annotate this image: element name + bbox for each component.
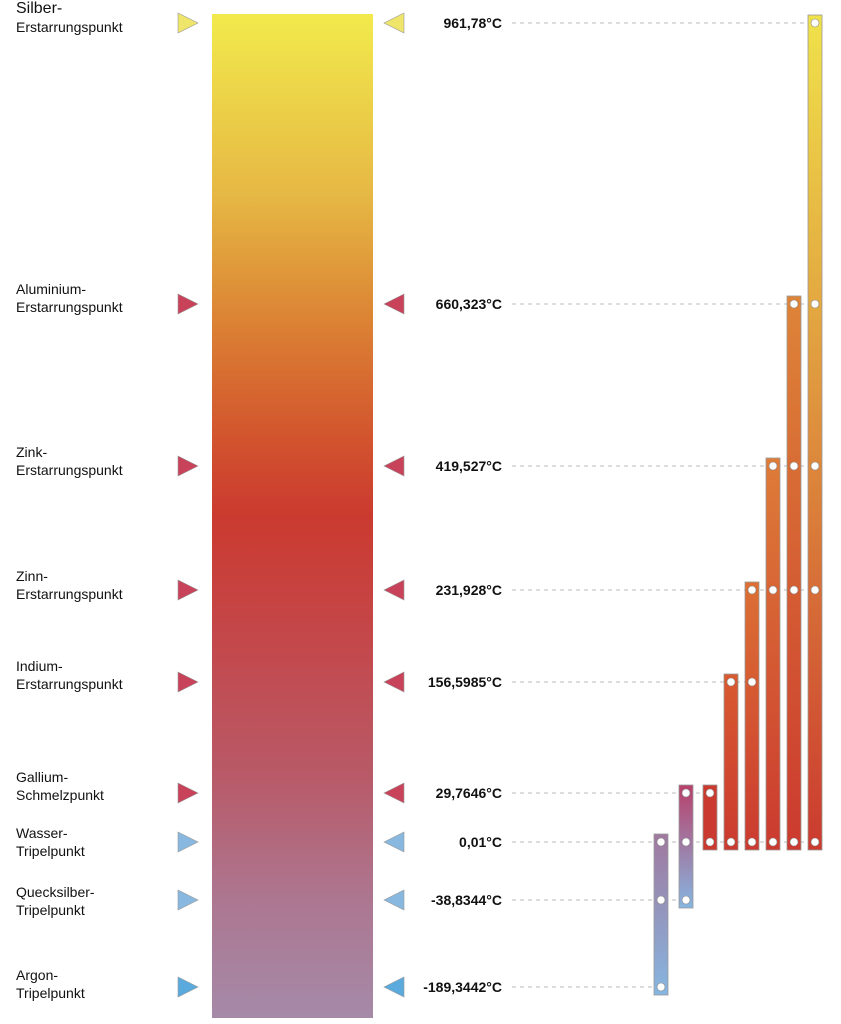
marker-right-triangle-icon — [177, 293, 199, 315]
range-bar — [744, 581, 760, 851]
marker-left-triangle-icon — [383, 976, 405, 998]
name-line2: Erstarrungspunkt — [16, 586, 123, 602]
range-point — [810, 461, 820, 471]
range-point — [789, 299, 799, 309]
name-line2: Schmelzpunkt — [16, 787, 104, 803]
range-bar — [723, 673, 739, 851]
fixed-point-name: Quecksilber- Tripelpunkt — [16, 883, 95, 919]
name-line2: Erstarrungspunkt — [16, 299, 123, 315]
marker-right-triangle-icon — [177, 782, 199, 804]
marker-right-triangle-icon — [177, 579, 199, 601]
range-point — [789, 585, 799, 595]
marker-left-triangle-icon — [383, 831, 405, 853]
fixed-point-value: 29,7646°C — [435, 785, 502, 801]
fixed-point-name: Zinn- Erstarrungspunkt — [16, 567, 123, 603]
temperature-scale-bar — [212, 14, 373, 1018]
range-point — [789, 837, 799, 847]
fixed-point-name: Silber- Erstarrungspunkt — [16, 0, 123, 36]
range-bar — [765, 457, 781, 851]
marker-right-triangle-icon — [177, 976, 199, 998]
range-point — [681, 788, 691, 798]
marker-right-triangle-icon — [177, 455, 199, 477]
range-point — [789, 461, 799, 471]
fixed-point-name: Wasser- Tripelpunkt — [16, 824, 85, 860]
name-line2: Tripelpunkt — [16, 902, 85, 918]
name-line1: Silber- — [16, 0, 63, 17]
name-line1: Aluminium- — [16, 281, 87, 297]
marker-left-triangle-icon — [383, 579, 405, 601]
range-point — [810, 18, 820, 28]
range-point — [810, 299, 820, 309]
name-line1: Quecksilber- — [16, 884, 95, 900]
name-line2: Erstarrungspunkt — [16, 462, 123, 478]
name-line2: Erstarrungspunkt — [16, 19, 123, 35]
marker-left-triangle-icon — [383, 782, 405, 804]
range-point — [656, 895, 666, 905]
range-point — [747, 585, 757, 595]
marker-left-triangle-icon — [383, 455, 405, 477]
fixed-point-value: 419,527°C — [435, 458, 502, 474]
range-point — [768, 837, 778, 847]
range-point — [810, 837, 820, 847]
range-bar — [807, 14, 823, 851]
fixed-point-name: Argon- Tripelpunkt — [16, 966, 85, 1002]
fixed-point-value: 231,928°C — [435, 582, 502, 598]
marker-right-triangle-icon — [177, 671, 199, 693]
marker-right-triangle-icon — [177, 889, 199, 911]
fixed-point-name: Indium- Erstarrungspunkt — [16, 657, 123, 693]
marker-left-triangle-icon — [383, 889, 405, 911]
range-point — [810, 585, 820, 595]
name-line1: Wasser- — [16, 825, 68, 841]
name-line1: Gallium- — [16, 769, 69, 785]
name-line2: Tripelpunkt — [16, 843, 85, 859]
range-bar — [653, 833, 669, 996]
range-point — [747, 837, 757, 847]
name-line1: Argon- — [16, 967, 59, 983]
fixed-point-value: 0,01°C — [459, 834, 502, 850]
fixed-point-value: 660,323°C — [435, 296, 502, 312]
range-point — [726, 837, 736, 847]
fixed-point-name: Aluminium- Erstarrungspunkt — [16, 280, 123, 316]
range-point — [768, 585, 778, 595]
marker-right-triangle-icon — [177, 831, 199, 853]
range-point — [681, 837, 691, 847]
range-point — [705, 788, 715, 798]
range-point — [747, 677, 757, 687]
range-point — [681, 895, 691, 905]
name-line1: Zinn- — [16, 568, 48, 584]
fixed-point-value: 961,78°C — [443, 15, 502, 31]
marker-left-triangle-icon — [383, 293, 405, 315]
range-bar — [786, 295, 802, 851]
range-point — [768, 461, 778, 471]
fixed-point-name: Gallium- Schmelzpunkt — [16, 768, 104, 804]
marker-left-triangle-icon — [383, 12, 405, 34]
range-point — [726, 677, 736, 687]
name-line2: Tripelpunkt — [16, 985, 85, 1001]
name-line1: Indium- — [16, 658, 63, 674]
range-point — [656, 837, 666, 847]
range-bar — [702, 784, 718, 851]
marker-left-triangle-icon — [383, 671, 405, 693]
marker-right-triangle-icon — [177, 12, 199, 34]
range-bar — [678, 784, 694, 909]
fixed-point-value: 156,5985°C — [427, 674, 502, 690]
fixed-point-value: -189,3442°C — [423, 979, 502, 995]
fixed-point-name: Zink- Erstarrungspunkt — [16, 443, 123, 479]
name-line2: Erstarrungspunkt — [16, 676, 123, 692]
range-point — [705, 837, 715, 847]
fixed-point-value: -38,8344°C — [431, 892, 502, 908]
range-point — [656, 982, 666, 992]
name-line1: Zink- — [16, 444, 48, 460]
